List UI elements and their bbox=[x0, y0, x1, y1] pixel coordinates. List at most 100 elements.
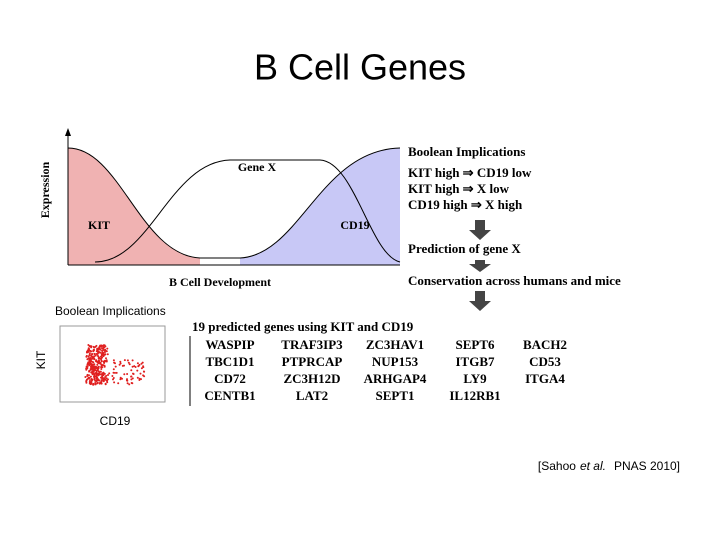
gene-cell: LAT2 bbox=[296, 388, 328, 403]
scatter-dot bbox=[118, 363, 121, 366]
scatter-dot bbox=[93, 357, 96, 360]
scatter-dot bbox=[92, 368, 95, 371]
scatter-dot bbox=[102, 360, 105, 363]
scatter-dot bbox=[101, 349, 103, 352]
scatter-points bbox=[84, 344, 146, 386]
scatter-dot bbox=[97, 367, 100, 370]
arrow bbox=[469, 220, 491, 240]
scatter-dot bbox=[106, 353, 109, 356]
scatter-dot bbox=[137, 365, 140, 368]
scatter-dot bbox=[130, 378, 133, 381]
scatter-dot bbox=[90, 350, 93, 353]
scatter-dot bbox=[103, 364, 106, 367]
rule: KIT high ⇒ X low bbox=[408, 181, 510, 196]
scatter-dot bbox=[88, 349, 91, 352]
scatter-dot bbox=[106, 379, 108, 382]
scatter-dot bbox=[126, 382, 129, 385]
scatter-dot bbox=[136, 376, 139, 379]
scatter-dot bbox=[96, 363, 99, 366]
scatter-dot bbox=[97, 370, 100, 373]
scatter-dot bbox=[101, 375, 104, 378]
scatter-dot bbox=[117, 382, 120, 385]
scatter-dot bbox=[130, 375, 133, 378]
scatter-dot bbox=[101, 377, 103, 380]
scatter-dot bbox=[94, 354, 97, 357]
scatter-dot bbox=[98, 351, 101, 354]
scatter-y-label: KIT bbox=[34, 350, 48, 369]
scatter-dot bbox=[102, 374, 105, 377]
curve-label: KIT bbox=[88, 218, 110, 232]
scatter-dot bbox=[130, 369, 133, 372]
scatter-dot bbox=[105, 377, 108, 380]
gene-cell: BACH2 bbox=[523, 337, 567, 352]
scatter-dot bbox=[85, 379, 88, 382]
gene-cell: ARHGAP4 bbox=[364, 371, 427, 386]
scatter-dot bbox=[88, 352, 91, 355]
scatter-dot bbox=[143, 375, 146, 378]
scatter-dot bbox=[88, 374, 90, 377]
scatter-dot bbox=[119, 360, 122, 363]
scatter-dot bbox=[87, 376, 90, 379]
x-axis-label: B Cell Development bbox=[169, 275, 271, 289]
scatter-dot bbox=[89, 383, 92, 386]
scatter-dot bbox=[103, 362, 106, 364]
scatter-dot bbox=[92, 372, 95, 375]
citation: [Sahoo et al. PNAS 2010] bbox=[534, 459, 680, 473]
scatter-dot bbox=[92, 348, 95, 351]
gene-cell: CD72 bbox=[214, 371, 246, 386]
scatter-dot bbox=[95, 360, 97, 363]
scatter-dot bbox=[84, 376, 87, 378]
gene-cell: ZC3H12D bbox=[283, 371, 340, 386]
scatter-frame bbox=[59, 325, 166, 403]
scatter-dot bbox=[136, 362, 139, 365]
scatter-dot bbox=[131, 377, 134, 380]
scatter-dot bbox=[100, 368, 103, 370]
cd19-curve bbox=[200, 147, 401, 259]
scatter-dot bbox=[100, 363, 103, 366]
scatter-dot bbox=[100, 359, 103, 362]
scatter-dot bbox=[140, 367, 143, 370]
scatter-dot bbox=[97, 352, 100, 354]
scatter-dot bbox=[92, 370, 95, 373]
scatter-dot bbox=[95, 371, 98, 374]
scatter-dot bbox=[119, 378, 122, 381]
scatter-dot bbox=[96, 379, 99, 382]
gene-cell: TRAF3IP3 bbox=[281, 337, 343, 352]
gene-cell: SEPT6 bbox=[455, 337, 495, 352]
scatter-dot bbox=[106, 347, 109, 350]
scatter-dot bbox=[89, 357, 92, 360]
scatter-dot bbox=[131, 365, 134, 368]
rule: KIT high ⇒ CD19 low bbox=[408, 165, 532, 180]
scatter-dot bbox=[90, 381, 93, 383]
scatter-dot bbox=[141, 361, 144, 364]
scatter-dot bbox=[90, 360, 93, 363]
scatter-dot bbox=[130, 382, 133, 384]
scatter-dot bbox=[126, 359, 129, 362]
scatter-dot bbox=[115, 371, 118, 374]
scatter-dot bbox=[111, 375, 114, 377]
scatter-dot bbox=[128, 363, 131, 366]
scatter-dot bbox=[134, 366, 137, 368]
citation-text: et al. bbox=[579, 459, 606, 473]
scatter-dot bbox=[99, 361, 102, 364]
scatter-dot bbox=[105, 357, 107, 360]
scatter-dot bbox=[92, 383, 95, 386]
scatter-dot bbox=[85, 354, 88, 357]
scatter-dot bbox=[98, 356, 101, 359]
scatter-dot bbox=[89, 375, 92, 378]
curve-label: Gene X bbox=[238, 160, 277, 174]
scatter-dot bbox=[121, 377, 123, 380]
scatter-dot bbox=[131, 359, 134, 362]
scatter-dot bbox=[104, 383, 107, 386]
scatter-dot bbox=[112, 371, 115, 374]
scatter-dot bbox=[104, 348, 107, 351]
scatter-dot bbox=[102, 378, 105, 381]
scatter-dot bbox=[102, 349, 105, 351]
scatter-dot bbox=[96, 361, 99, 364]
arrow bbox=[469, 291, 491, 311]
scatter-dot bbox=[112, 368, 115, 371]
gene-cell: ITGB7 bbox=[455, 354, 495, 369]
citation-text: [Sahoo bbox=[537, 459, 576, 473]
scatter-dot bbox=[142, 365, 145, 368]
scatter-dot bbox=[136, 369, 139, 372]
